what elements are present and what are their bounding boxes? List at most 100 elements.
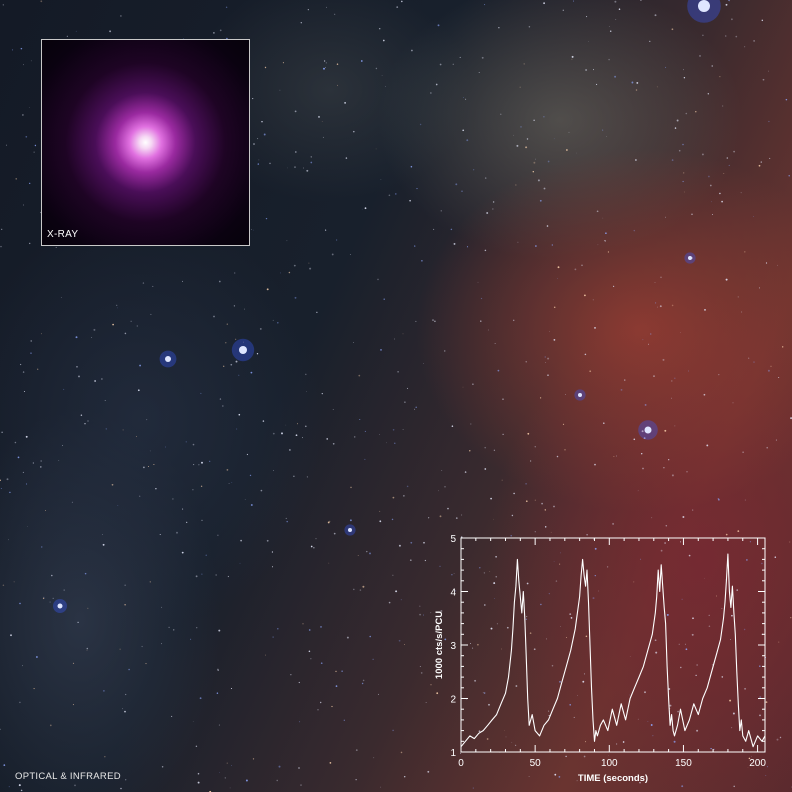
star bbox=[186, 521, 188, 524]
star bbox=[293, 475, 295, 477]
star bbox=[349, 519, 352, 522]
star bbox=[439, 63, 442, 66]
star bbox=[585, 741, 587, 743]
star bbox=[604, 240, 607, 242]
star bbox=[294, 166, 296, 168]
star bbox=[117, 504, 119, 506]
star bbox=[395, 590, 398, 593]
star bbox=[484, 177, 487, 179]
star bbox=[699, 54, 701, 57]
star bbox=[439, 515, 442, 518]
star bbox=[614, 75, 617, 78]
star bbox=[495, 556, 497, 558]
star bbox=[403, 775, 406, 778]
star bbox=[761, 562, 763, 565]
star bbox=[124, 332, 127, 335]
star bbox=[707, 93, 709, 95]
star bbox=[287, 167, 289, 169]
star bbox=[26, 525, 28, 527]
star bbox=[553, 138, 555, 140]
star bbox=[759, 665, 761, 667]
star bbox=[176, 531, 178, 534]
star bbox=[9, 491, 11, 494]
star bbox=[581, 264, 583, 267]
star bbox=[466, 139, 469, 142]
star bbox=[702, 34, 704, 37]
star bbox=[713, 748, 715, 750]
star bbox=[161, 606, 163, 608]
star bbox=[674, 127, 677, 129]
star bbox=[731, 614, 733, 617]
star bbox=[235, 338, 237, 340]
star bbox=[18, 784, 21, 787]
star bbox=[306, 169, 309, 172]
star bbox=[318, 115, 320, 118]
star bbox=[71, 501, 73, 503]
star bbox=[501, 648, 502, 650]
star bbox=[501, 479, 503, 481]
star bbox=[778, 377, 780, 378]
star bbox=[557, 278, 558, 279]
star bbox=[300, 22, 302, 24]
star bbox=[492, 208, 494, 210]
star bbox=[642, 467, 644, 470]
star bbox=[29, 182, 31, 185]
star bbox=[553, 338, 556, 341]
star bbox=[358, 374, 361, 377]
star bbox=[565, 755, 567, 758]
star bbox=[659, 305, 662, 308]
star bbox=[294, 110, 297, 113]
star bbox=[666, 613, 669, 616]
star bbox=[553, 505, 555, 508]
star bbox=[385, 86, 386, 87]
star bbox=[226, 323, 228, 325]
star bbox=[0, 488, 2, 489]
star bbox=[451, 574, 453, 576]
star bbox=[656, 86, 658, 88]
star bbox=[329, 520, 331, 523]
star bbox=[227, 575, 230, 578]
star bbox=[139, 495, 141, 497]
star bbox=[353, 342, 355, 343]
star bbox=[650, 333, 652, 335]
star bbox=[519, 86, 521, 88]
star bbox=[5, 144, 8, 146]
star bbox=[130, 320, 132, 322]
star bbox=[484, 4, 486, 6]
star bbox=[149, 581, 151, 583]
star bbox=[477, 281, 479, 283]
star bbox=[375, 148, 377, 150]
star bbox=[474, 679, 477, 682]
star bbox=[722, 105, 724, 107]
star bbox=[478, 72, 480, 74]
star bbox=[639, 781, 641, 784]
star bbox=[30, 340, 32, 342]
star bbox=[749, 541, 752, 543]
star bbox=[777, 264, 779, 266]
star bbox=[682, 180, 684, 183]
star bbox=[674, 425, 676, 427]
star bbox=[416, 188, 418, 190]
star bbox=[765, 262, 768, 264]
star bbox=[534, 499, 536, 501]
star bbox=[744, 499, 746, 501]
bright-star bbox=[688, 256, 692, 260]
star bbox=[101, 378, 103, 380]
star bbox=[605, 232, 607, 235]
star bbox=[250, 371, 253, 374]
x-tick-label: 200 bbox=[749, 758, 766, 769]
y-tick-label: 1 bbox=[450, 748, 456, 759]
star bbox=[489, 571, 491, 573]
star bbox=[761, 19, 764, 22]
star bbox=[447, 507, 449, 510]
star bbox=[505, 736, 507, 738]
star bbox=[789, 541, 791, 543]
star bbox=[217, 669, 219, 672]
star bbox=[219, 398, 222, 400]
star bbox=[469, 450, 471, 452]
star bbox=[200, 392, 202, 394]
star bbox=[285, 517, 287, 519]
star bbox=[607, 251, 609, 253]
star bbox=[236, 428, 238, 430]
star bbox=[423, 541, 425, 544]
